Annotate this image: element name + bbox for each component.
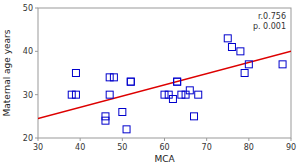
y-tick-label: 40 [23,47,33,56]
x-tick-label: 80 [244,143,254,152]
regression-line [38,51,291,118]
annotation: r.0.756p. 0.001 [253,12,286,31]
scatter-point [186,87,193,94]
scatter-point [68,91,75,98]
scatter-point [119,109,126,116]
x-tick [122,138,123,141]
annotation-line: r.0.756 [258,12,286,21]
scatter-point [72,91,79,98]
scatter-point [237,48,244,55]
x-tick [248,138,249,141]
y-tick [35,138,38,139]
y-tick [35,94,38,95]
scatter-point [182,91,189,98]
plot-area [38,35,291,133]
scatter-point [245,61,252,68]
scatter-point [174,78,181,85]
scatter-point [178,91,185,98]
scatter-point [72,70,79,77]
x-tick-label: 40 [75,143,85,152]
x-tick [206,138,207,141]
x-tick-label: 70 [202,143,212,152]
chart: 3040506070809020304050MCAMaternal age ye… [0,0,303,166]
scatter-point [241,70,248,77]
x-tick-label: 30 [33,143,43,152]
y-tick [35,8,38,9]
scatter-point [228,44,235,51]
scatter-point [102,113,109,120]
y-tick-label: 30 [23,91,33,100]
scatter-point [224,35,231,42]
x-tick-label: 60 [159,143,169,152]
annotation-line: p. 0.001 [253,22,286,31]
scatter-point [127,78,134,85]
scatter-point [191,113,198,120]
scatter-point [174,78,181,85]
scatter-point [279,61,286,68]
y-tick-label: 50 [23,4,33,13]
x-tick [80,138,81,141]
x-axis-label: MCA [154,154,175,164]
x-tick-label: 50 [117,143,127,152]
scatter-point [195,91,202,98]
y-tick [35,51,38,52]
x-tick-label: 90 [286,143,296,152]
scatter-point [161,91,168,98]
scatter-point [169,96,176,103]
scatter-point [165,91,172,98]
scatter-point [110,74,117,81]
scatter-point [102,117,109,124]
y-axis-label: Maternal age years [2,29,12,116]
plot-frame [38,8,291,138]
y-tick-label: 20 [23,134,33,143]
scatter-point [123,126,130,133]
x-tick [164,138,165,141]
scatter-point [127,78,134,85]
scatter-point [106,74,113,81]
scatter-point [106,91,113,98]
x-tick [291,138,292,141]
